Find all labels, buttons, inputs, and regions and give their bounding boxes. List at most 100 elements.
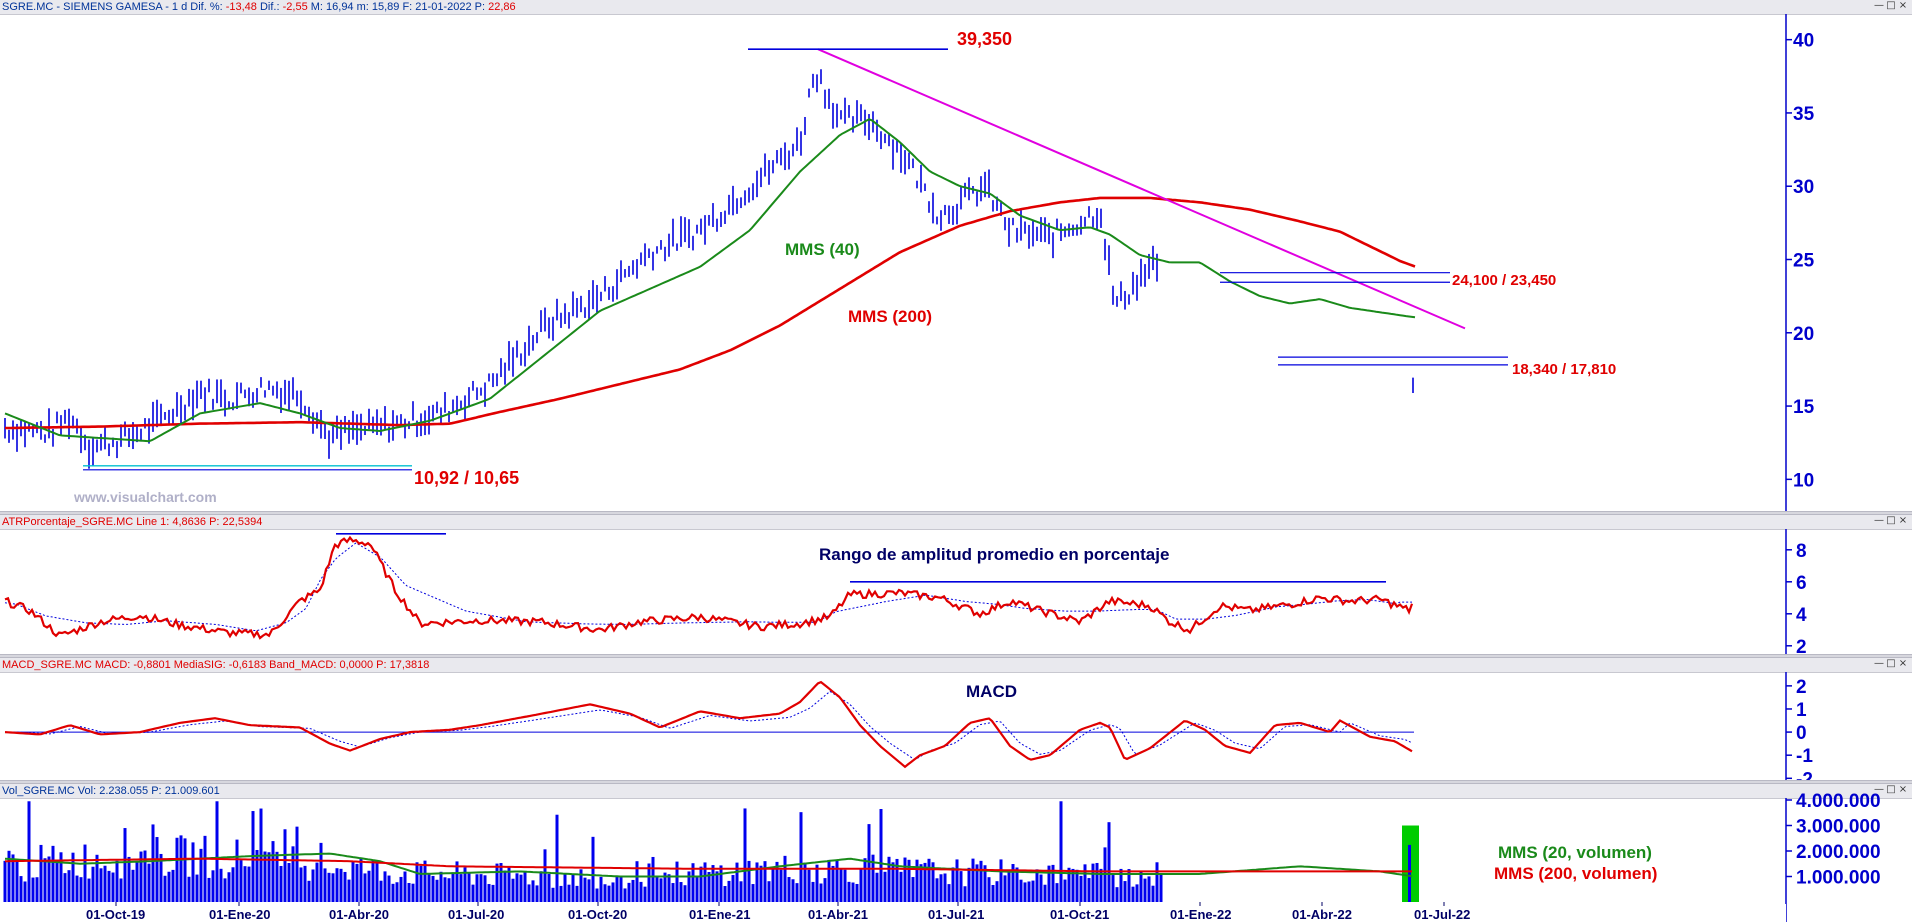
volume-bar <box>643 886 647 902</box>
volume-bar <box>583 877 587 902</box>
volume-bar <box>623 888 627 902</box>
volume-bar <box>423 860 427 902</box>
volume-bar <box>611 882 615 902</box>
axis-tick-label: 2.000.000 <box>1796 842 1881 863</box>
atr-average-line <box>4 542 1412 632</box>
volume-bar <box>599 876 603 902</box>
close-icon[interactable]: × <box>1898 658 1908 669</box>
close-icon[interactable]: × <box>1898 0 1908 11</box>
volume-bar <box>419 865 423 902</box>
volume-bar <box>7 850 11 902</box>
volume-bar <box>839 869 843 902</box>
volume-bar <box>1155 862 1159 902</box>
minimize-icon[interactable]: — <box>1874 0 1884 11</box>
volume-bar <box>27 801 31 902</box>
volume-bar <box>1131 886 1135 902</box>
volume-bar <box>607 885 611 902</box>
restore-icon[interactable]: □ <box>1886 515 1896 526</box>
volume-bar <box>603 884 607 902</box>
volume-bar <box>1083 864 1087 902</box>
volume-bar <box>763 861 767 902</box>
volume-bar <box>123 828 127 902</box>
volume-bar <box>347 879 351 902</box>
x-axis-tick-label: 01-Ene-21 <box>689 907 750 922</box>
volume-bar <box>879 809 883 902</box>
volume-bar <box>799 812 803 902</box>
volume-bar <box>59 852 63 902</box>
axis-tick-label: 8 <box>1796 541 1807 562</box>
volume-bar <box>843 869 847 902</box>
x-axis-tick-label: 01-Jul-20 <box>448 907 504 922</box>
volume-bar <box>435 879 439 902</box>
volume-bar <box>1135 884 1139 902</box>
minimize-icon[interactable]: — <box>1874 658 1884 669</box>
volume-bar <box>279 865 283 902</box>
volume-bar <box>223 878 227 902</box>
price-axis-tick-label: 35 <box>1793 104 1815 125</box>
volume-bar <box>947 884 951 902</box>
volume-bar <box>243 866 247 902</box>
volume-bar <box>255 850 259 902</box>
volume-bar <box>727 880 731 902</box>
price-axis-tick-label: 30 <box>1793 177 1814 198</box>
volume-name: Vol_SGRE.MC Vol: 2.238.055 <box>2 785 149 797</box>
volume-bar <box>639 881 643 902</box>
volume-bar <box>923 862 927 902</box>
volume-bar <box>811 881 815 902</box>
volume-bar <box>67 870 71 902</box>
volume-bar <box>1003 875 1007 902</box>
minimize-icon[interactable]: — <box>1874 515 1884 526</box>
restore-icon[interactable]: □ <box>1886 784 1896 795</box>
macd-title: MACD <box>966 682 1017 701</box>
volume-bar <box>939 874 943 902</box>
restore-icon[interactable]: □ <box>1886 658 1896 669</box>
volume-bar <box>899 871 903 902</box>
volume-bar <box>767 881 771 902</box>
volume-sma20-line <box>4 852 1413 878</box>
volume-bar <box>295 826 299 902</box>
pane-divider[interactable] <box>0 780 1912 784</box>
volume-bar <box>1059 801 1063 902</box>
volume-bar <box>815 864 819 902</box>
axis-tick-label: 0 <box>1796 723 1807 744</box>
volume-bar <box>175 837 179 902</box>
volume-bar <box>11 854 15 902</box>
volume-bar <box>1023 882 1027 902</box>
volume-bar <box>71 852 75 902</box>
x-axis-tick-label: 01-Jul-21 <box>928 907 984 922</box>
volume-bar <box>391 883 395 902</box>
close-icon[interactable]: × <box>1898 784 1908 795</box>
volume-bar <box>911 877 915 902</box>
volume-bar <box>47 856 51 902</box>
x-axis-tick-label: 01-Oct-19 <box>86 907 145 922</box>
volume-bar <box>203 835 207 902</box>
restore-icon[interactable]: □ <box>1886 0 1896 11</box>
volume-bar <box>139 851 143 902</box>
volume-bar <box>191 842 195 902</box>
pane-divider[interactable] <box>0 654 1912 658</box>
volume-bar <box>567 884 571 902</box>
macd-line <box>4 680 1413 769</box>
price-max-min-date: M: 16,94 m: 15,89 F: 21-01-2022 <box>310 1 472 13</box>
volume-bar <box>287 863 291 902</box>
sma200-line <box>5 196 1416 430</box>
macd-pane: MACD_SGRE.MC MACD: -0,8801 MediaSIG: -0,… <box>0 658 1912 783</box>
volume-last: 21.009.601 <box>164 785 220 797</box>
volume-bar <box>667 874 671 902</box>
volume-bar <box>731 875 735 902</box>
close-icon[interactable]: × <box>1898 515 1908 526</box>
x-axis-tick-label: 01-Abr-21 <box>808 907 868 922</box>
atr-last: 22,5394 <box>222 516 263 528</box>
volume-bar <box>179 835 183 902</box>
volume-bar <box>931 862 935 902</box>
price-close-label: P: <box>474 1 486 13</box>
volume-bar <box>575 885 579 902</box>
volume-bar <box>831 865 835 902</box>
minimize-icon[interactable]: — <box>1874 784 1884 795</box>
volume-bar <box>907 859 911 902</box>
volume-bar <box>559 885 563 902</box>
volume-bar <box>715 871 719 902</box>
volume-pane-header: Vol_SGRE.MC Vol: 2.238.055 P: 21.009.601… <box>0 784 1912 799</box>
pane-divider[interactable] <box>0 511 1912 515</box>
volume-bar <box>403 871 407 902</box>
